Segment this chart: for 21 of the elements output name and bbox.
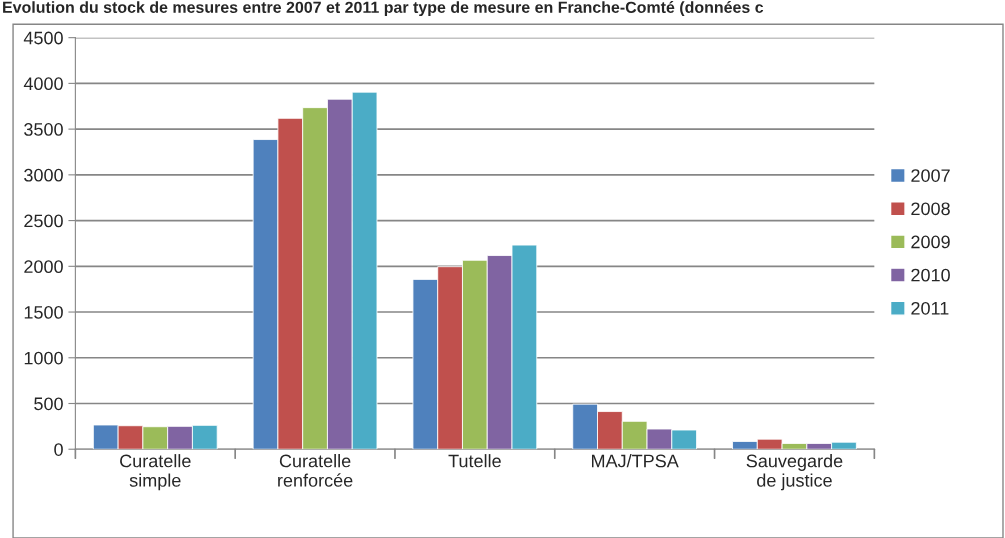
y-tick-label: 2500 [24, 214, 63, 228]
y-tick-label: 3500 [24, 123, 63, 136]
x-tick-label: Tutelle [448, 454, 501, 468]
y-tick-label: 0 [54, 443, 63, 456]
y-tick-label: 2000 [24, 260, 63, 274]
legend-label: 2009 [911, 235, 950, 249]
x-tick-label: Sauvegarde de justice [746, 454, 843, 491]
x-tick-label: Curatelle simple [120, 454, 191, 491]
x-tick-label: MAJ/TPSA [592, 454, 679, 468]
x-tick-label: Curatelle renforcée [278, 454, 353, 487]
legend-label: 2007 [911, 169, 950, 182]
y-tick-label: 4500 [23, 31, 63, 45]
y-tick-label: 500 [34, 397, 63, 411]
chart-title: Evolution du stock de mesures entre 2007 et 2011 par type de mesure en Franche-Comté (données c [3, 1, 764, 17]
y-tick-label: 3000 [24, 168, 63, 182]
y-tick-label: 1000 [24, 351, 63, 365]
y-tick-label: 4000 [23, 77, 63, 91]
legend-label: 2011 [911, 301, 949, 315]
legend-label: 2008 [911, 202, 950, 216]
legend-label: 2010 [911, 268, 950, 282]
y-tick-label: 1500 [24, 305, 63, 319]
